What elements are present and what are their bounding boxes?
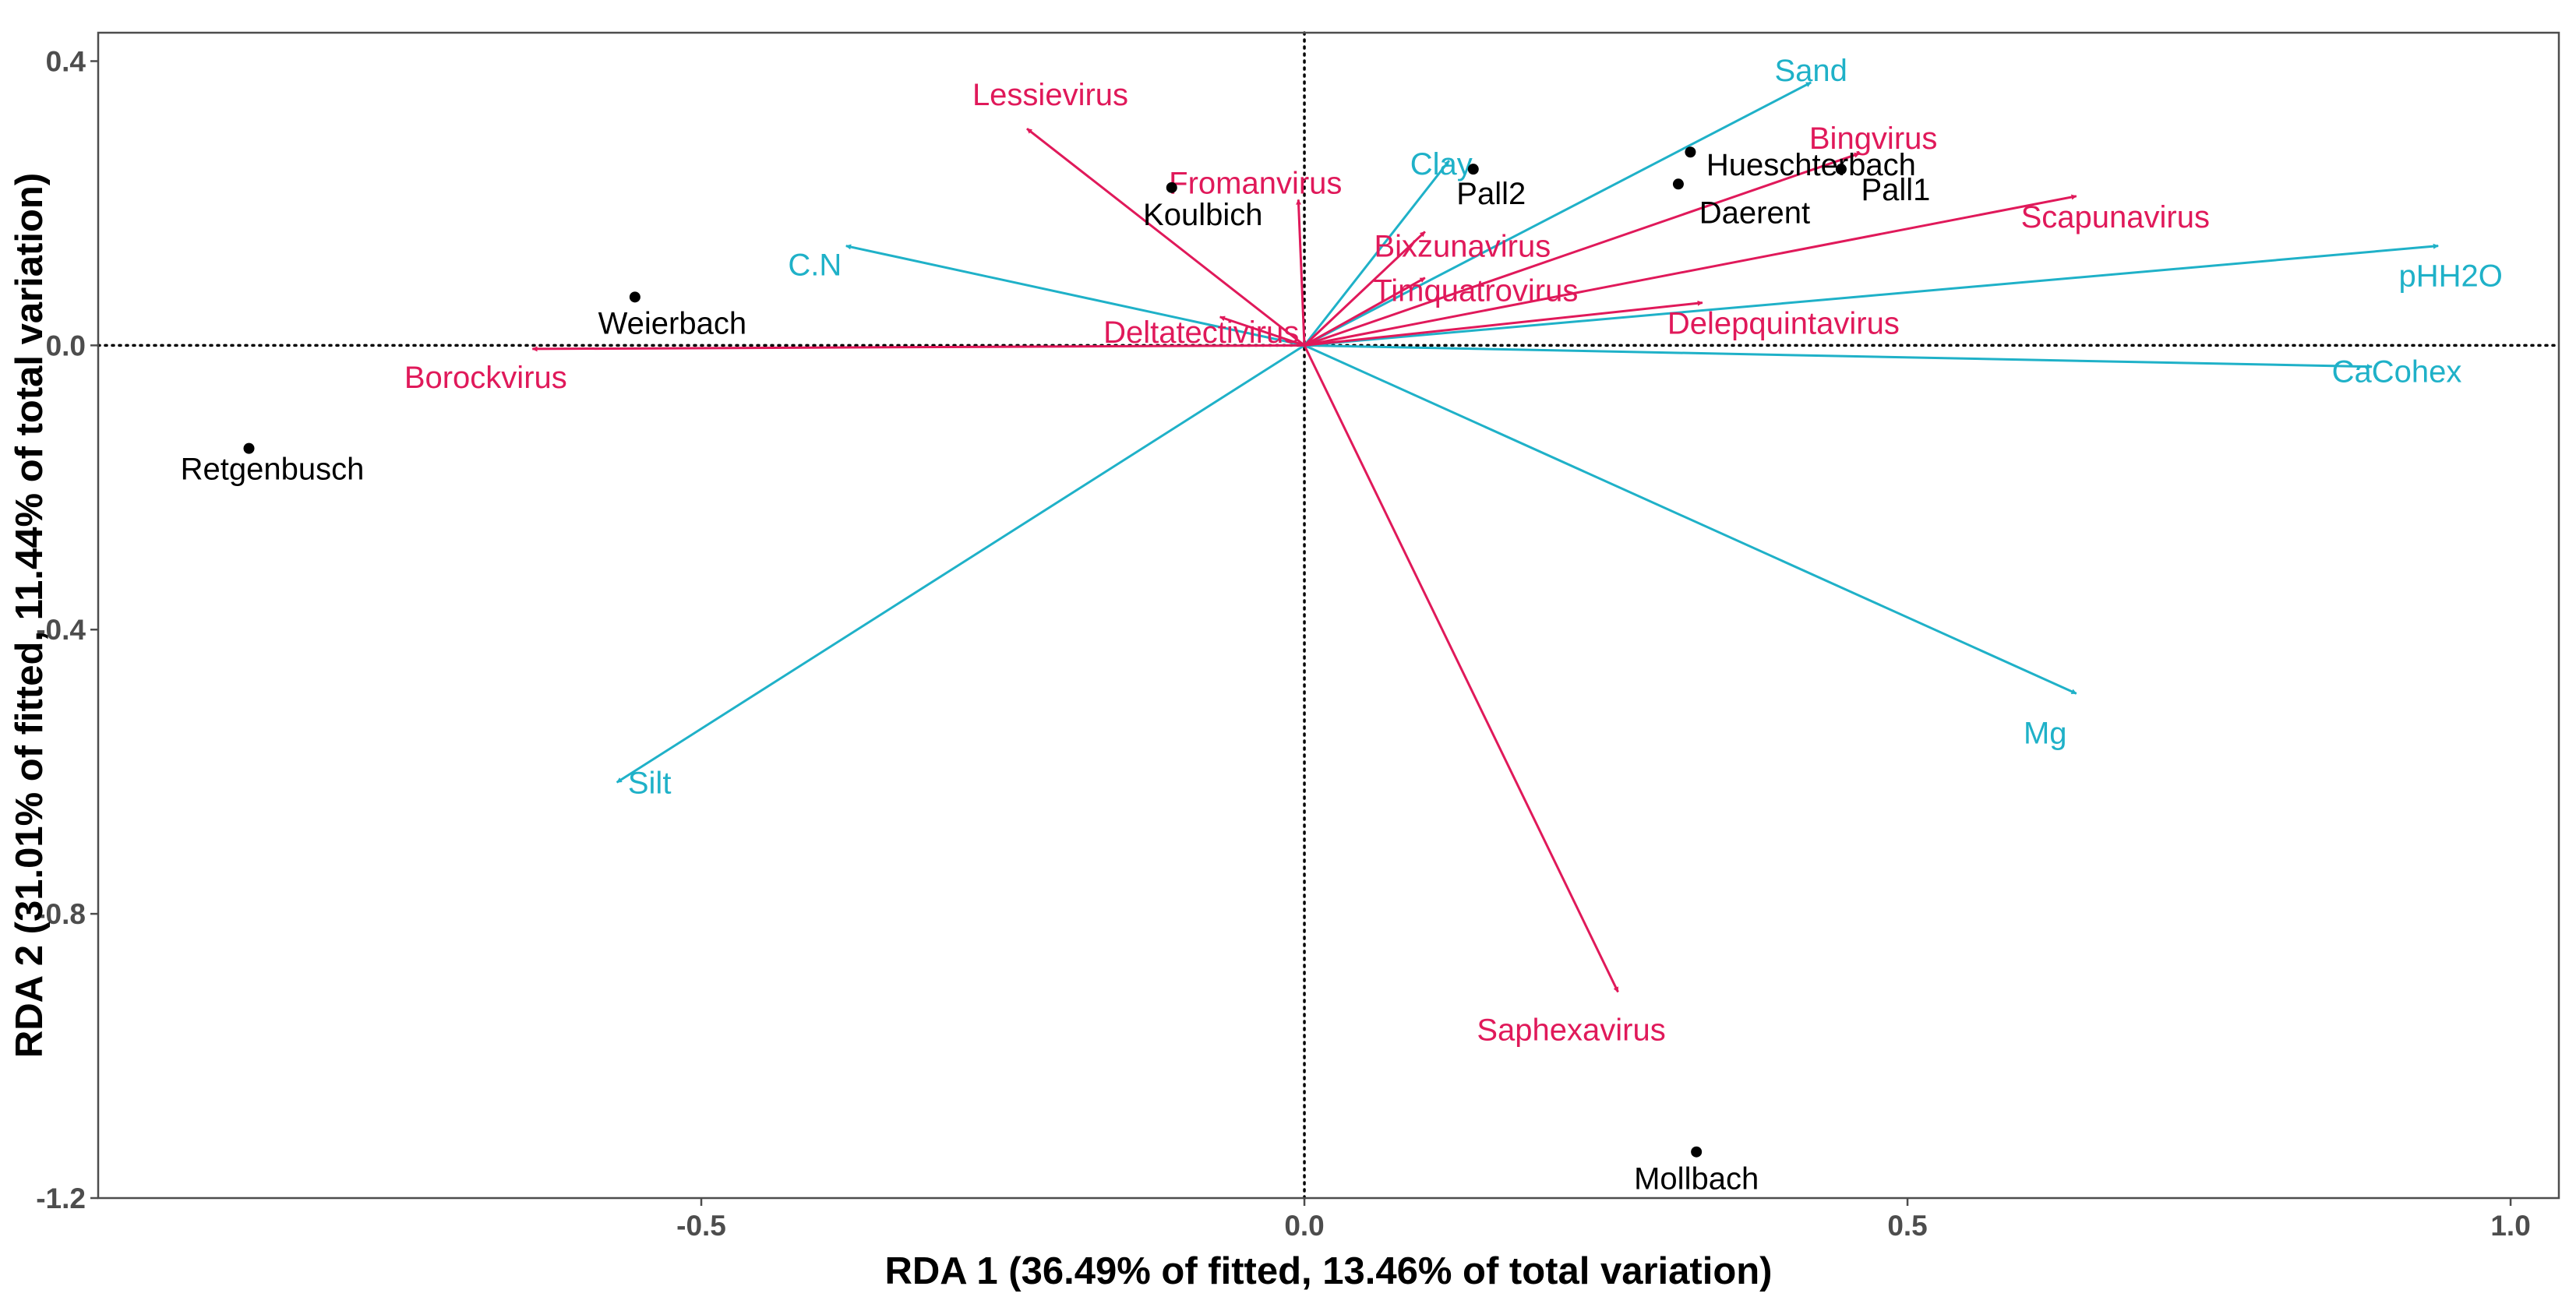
- virus-label-bixzunavirus: Bixzunavirus: [1374, 229, 1551, 263]
- x-tick-label: -0.5: [676, 1210, 726, 1242]
- x-tick-label: 0.0: [1284, 1210, 1324, 1242]
- site-point-pall1: [1835, 164, 1847, 175]
- virus-arrow-deltatectivirus: [1219, 315, 1305, 347]
- axes: -0.5 0.0 0.5 1.0 0.4 0.0 -0.4 -0.8 -1.2: [36, 45, 2531, 1242]
- virus-arrow-borockvirus: [531, 344, 1305, 352]
- site-label-mollbach: Mollbach: [1634, 1162, 1759, 1197]
- reference-lines: [97, 31, 2560, 1200]
- site-point-koulbich: [1166, 182, 1177, 193]
- virus-label-scapunavirus: Scapunavirus: [2021, 200, 2210, 234]
- env-arrow-silt: [616, 344, 1305, 784]
- env-arrow-clay: [1303, 160, 1450, 347]
- virus-label-lessievirus: Lessievirus: [972, 78, 1128, 112]
- virus-label-delepquintavirus: Delepquintavirus: [1667, 307, 1900, 341]
- y-tick-label: -1.2: [36, 1182, 86, 1214]
- env-arrow-phh2o: [1304, 243, 2439, 347]
- site-point-daerent: [1672, 178, 1684, 190]
- env-arrow-cacohex: [1304, 344, 2373, 370]
- site-point-weierbach: [629, 291, 640, 303]
- virus-label-saphexavirus: Saphexavirus: [1477, 1013, 1665, 1047]
- x-tick-label: 1.0: [2490, 1210, 2530, 1242]
- environment-vectors: Sand Clay C.N pHH2O CaCohex Mg Silt: [616, 54, 2503, 800]
- virus-label-bingvirus: Bingvirus: [1809, 122, 1938, 156]
- site-point-mollbach: [1691, 1146, 1703, 1158]
- virus-vectors: Lessievirus Fromanvirus Bingvirus Scapunavi…: [404, 78, 2210, 1047]
- y-tick-label: 0.4: [46, 45, 86, 77]
- env-label-cacohex: CaCohex: [2332, 355, 2462, 389]
- env-label-c-n: C.N: [788, 248, 842, 283]
- virus-label-timquatrovirus: Timquatrovirus: [1373, 274, 1578, 308]
- virus-arrow-fromanvirus: [1296, 199, 1306, 346]
- virus-arrow-bixzunavirus: [1304, 231, 1426, 347]
- virus-arrow-bingvirus: [1304, 152, 1860, 347]
- site-point-pall2: [1467, 164, 1479, 175]
- env-label-phh2o: pHH2O: [2399, 259, 2503, 294]
- y-tick-label: -0.8: [36, 898, 86, 930]
- env-label-silt: Silt: [628, 766, 672, 800]
- site-point-hueschterbach: [1685, 146, 1696, 158]
- env-arrow-c-n: [845, 244, 1305, 347]
- env-arrow-mg: [1304, 344, 2077, 695]
- env-label-clay: Clay: [1410, 147, 1473, 182]
- virus-arrow-timquatrovirus: [1304, 277, 1426, 347]
- site-label-pall1: Pall1: [1861, 173, 1930, 207]
- plot-frame: [97, 31, 2560, 1200]
- site-label-retgenbusch: Retgenbusch: [181, 453, 365, 487]
- virus-arrow-delepquintavirus: [1304, 300, 1703, 347]
- site-label-koulbich: Koulbich: [1143, 198, 1262, 232]
- virus-label-deltatectivirus: Deltatectivirus: [1103, 315, 1299, 350]
- env-label-mg: Mg: [2024, 716, 2067, 750]
- site-label-pall2: Pall2: [1456, 177, 1526, 211]
- x-tick-label: 0.5: [1887, 1210, 1927, 1242]
- site-point-retgenbusch: [243, 442, 255, 454]
- y-axis-title: RDA 2 (31.01% of fitted, 11.44% of total…: [9, 173, 51, 1058]
- env-arrow-sand: [1304, 81, 1812, 347]
- site-label-weierbach: Weierbach: [598, 306, 746, 340]
- virus-label-borockvirus: Borockvirus: [404, 361, 567, 395]
- virus-arrow-saphexavirus: [1303, 344, 1619, 993]
- x-axis-title: RDA 1 (36.49% of fitted, 13.46% of total…: [884, 1250, 1772, 1292]
- env-label-sand: Sand: [1775, 54, 1847, 88]
- virus-label-fromanvirus: Fromanvirus: [1169, 166, 1342, 200]
- y-tick-label: 0.0: [46, 330, 86, 361]
- virus-arrow-lessievirus: [1026, 127, 1305, 347]
- site-points: Retgenbusch Weierbach Koulbich Pall2 Huescht…: [181, 146, 1930, 1197]
- virus-arrow-scapunavirus: [1304, 194, 2077, 347]
- site-label-hueschterbach: Hueschterbach: [1706, 148, 1916, 182]
- site-label-daerent: Daerent: [1699, 196, 1810, 230]
- y-tick-label: -0.4: [36, 614, 86, 646]
